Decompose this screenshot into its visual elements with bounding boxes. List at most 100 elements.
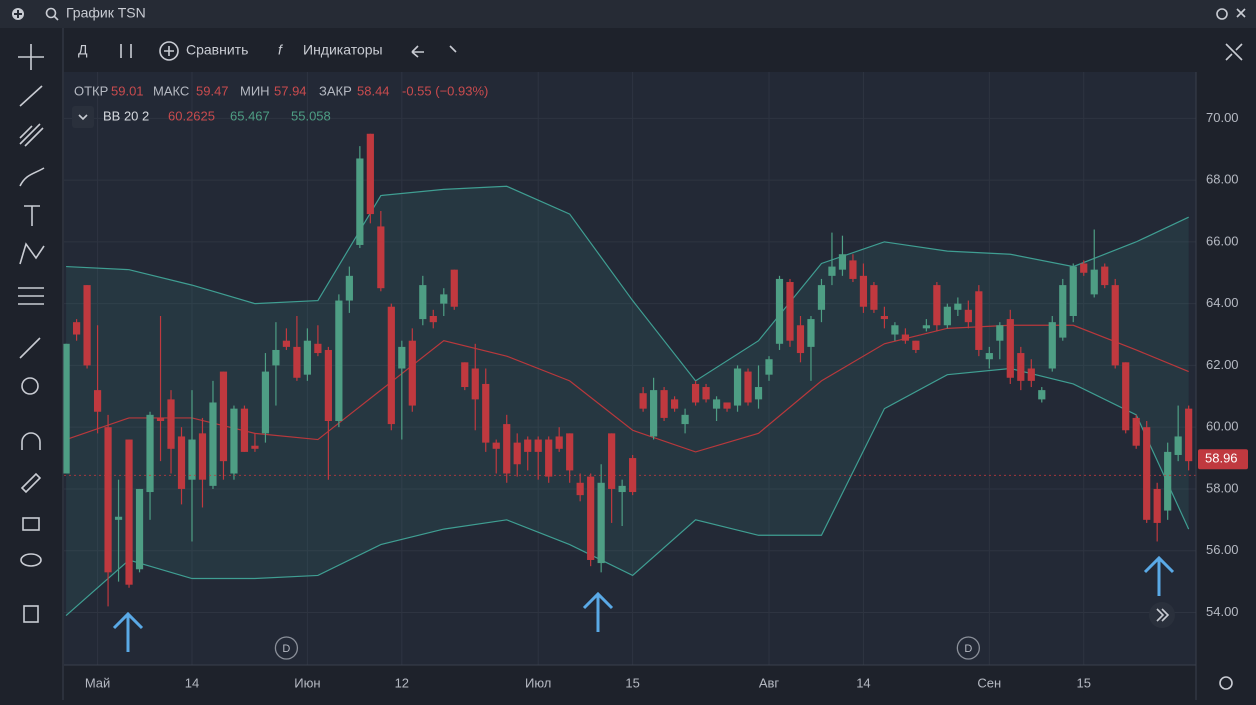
candle-body [93, 390, 102, 412]
lock-tool[interactable] [22, 517, 40, 531]
candle-body [408, 340, 416, 406]
candle-body [1122, 362, 1130, 431]
candle-body [230, 408, 238, 474]
low-value: 57.94 [274, 83, 307, 98]
candle-body [1143, 427, 1151, 520]
pattern-tool[interactable] [19, 242, 45, 265]
line-tool[interactable] [19, 85, 43, 107]
candle-body [303, 340, 311, 375]
compare-button[interactable]: Сравнить [186, 42, 248, 58]
axis-settings[interactable] [1219, 676, 1233, 690]
low-label: МИН [240, 83, 270, 98]
candle-body [104, 427, 112, 573]
candle-body [72, 322, 81, 335]
candle-body [272, 349, 280, 366]
y-tick-label: 62.00 [1206, 357, 1239, 372]
candle-body [251, 445, 259, 449]
candle-body [670, 399, 679, 409]
chart-style-icon[interactable] [120, 44, 132, 58]
undo-button[interactable] [411, 45, 424, 58]
candle-body [503, 424, 511, 474]
band-upper [66, 185, 1189, 382]
candle-body [429, 315, 437, 323]
indicators-button[interactable]: Индикаторы [303, 42, 383, 58]
left-toolbar [18, 44, 45, 623]
add-icon [14, 10, 22, 18]
redo-button[interactable] [449, 45, 457, 53]
visibility-tool[interactable] [20, 553, 42, 567]
x-tick-label: 15 [625, 675, 639, 690]
candle-body [324, 349, 332, 422]
candle-body [754, 387, 763, 400]
close-label: ЗАКР [319, 83, 352, 98]
candle-body [1185, 408, 1193, 462]
indicators-icon: f [278, 42, 284, 58]
close-value: 58.44 [357, 83, 390, 98]
candle-body [964, 309, 972, 323]
candle-body [545, 439, 553, 477]
candle-body [83, 285, 91, 366]
prediction-tool[interactable] [18, 287, 44, 305]
x-tick-label: Сен [977, 675, 1001, 690]
candle-body [167, 399, 175, 449]
delete-tool[interactable] [23, 605, 39, 623]
plot [62, 72, 1196, 665]
candle-body [450, 269, 458, 307]
candle-body [597, 482, 605, 564]
candle-body [870, 285, 878, 310]
candle-body [702, 387, 710, 400]
candle-body [618, 485, 626, 493]
candle-body [629, 458, 637, 493]
candle-body [922, 325, 930, 329]
search-icon[interactable] [45, 7, 57, 19]
candle-body [828, 266, 836, 276]
text-tool[interactable] [24, 205, 40, 226]
close-icon[interactable] [1236, 8, 1246, 18]
event-label: D [282, 643, 290, 655]
signal-arrow [112, 611, 144, 652]
candle-body [1017, 353, 1025, 381]
candle-body [901, 334, 909, 341]
candle-body [261, 371, 270, 434]
candle-body [534, 439, 542, 452]
candle-body [282, 340, 291, 347]
compare-icon[interactable] [159, 41, 179, 61]
candle-body [943, 306, 951, 326]
collapse-button[interactable] [72, 106, 94, 128]
y-tick-label: 66.00 [1206, 233, 1239, 248]
candle-body [1006, 319, 1014, 378]
candle-body [114, 516, 123, 520]
crosshair-tool[interactable] [18, 44, 44, 70]
interval-button[interactable]: Д [78, 42, 88, 58]
candle-body [796, 325, 805, 354]
fullscreen-button[interactable] [1225, 43, 1243, 61]
y-tick-label: 64.00 [1206, 295, 1239, 310]
candle-body [1090, 269, 1098, 295]
candle-body [188, 439, 196, 480]
candle-body [838, 254, 847, 270]
settings-icon[interactable] [1216, 8, 1228, 20]
ruler-tool[interactable] [19, 337, 41, 359]
candle-body [293, 346, 301, 378]
candle-body [681, 414, 689, 425]
lock-draw-tool[interactable] [20, 472, 42, 494]
candle-body [471, 368, 479, 400]
zoom-tool[interactable] [21, 377, 39, 395]
candle-body [775, 278, 784, 344]
candle-body [817, 285, 826, 310]
candle-body [440, 294, 448, 304]
candle-body [1111, 285, 1119, 366]
candle-body [1101, 266, 1109, 286]
candle-body [387, 306, 395, 425]
x-tick-label: 12 [395, 675, 409, 690]
candle-body [345, 275, 353, 301]
event-marker [956, 636, 980, 660]
candle-body [650, 390, 658, 437]
candle-body [733, 368, 742, 406]
brush-tool[interactable] [19, 167, 45, 187]
magnet-tool[interactable] [21, 432, 41, 450]
fib-tool[interactable] [19, 123, 44, 147]
candle-body [576, 482, 584, 496]
y-tick-label: 54.00 [1206, 604, 1239, 619]
